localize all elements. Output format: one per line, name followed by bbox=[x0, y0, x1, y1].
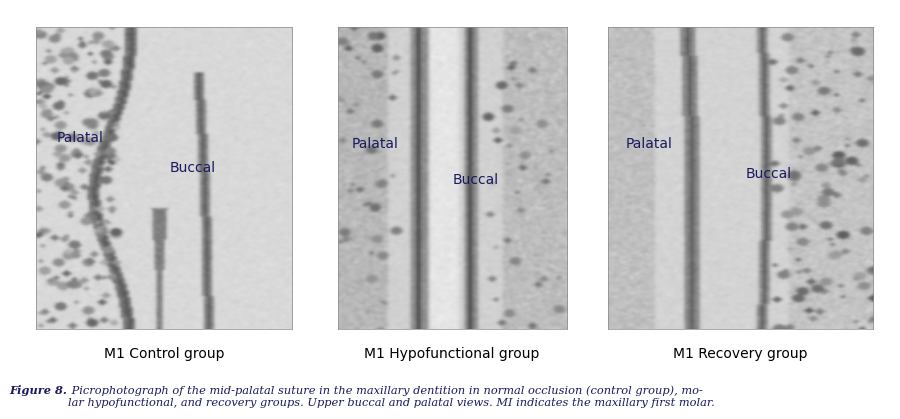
Text: M1 Control group: M1 Control group bbox=[104, 347, 225, 361]
Text: Buccal: Buccal bbox=[169, 161, 215, 175]
Text: Buccal: Buccal bbox=[452, 173, 499, 187]
Text: Picrophotograph of the mid-palatal suture in the maxillary dentition in normal o: Picrophotograph of the mid-palatal sutur… bbox=[68, 385, 715, 408]
Text: M1 Hypofunctional group: M1 Hypofunctional group bbox=[364, 347, 539, 361]
Text: Palatal: Palatal bbox=[351, 137, 398, 151]
Text: Buccal: Buccal bbox=[745, 167, 792, 181]
Text: Palatal: Palatal bbox=[626, 137, 673, 151]
Text: Figure 8.: Figure 8. bbox=[9, 385, 67, 396]
Text: Palatal: Palatal bbox=[57, 131, 104, 145]
Text: M1 Recovery group: M1 Recovery group bbox=[672, 347, 807, 361]
